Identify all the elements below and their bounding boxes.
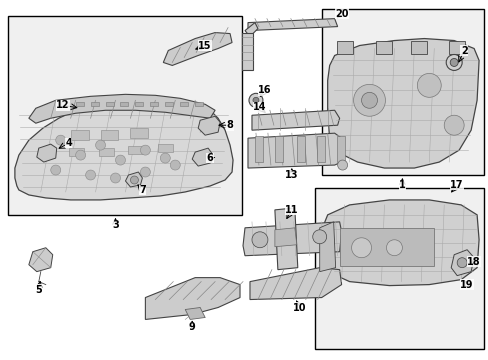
Bar	[135, 102, 143, 106]
Polygon shape	[29, 94, 215, 123]
Circle shape	[456, 258, 466, 268]
Circle shape	[76, 150, 85, 160]
Polygon shape	[185, 307, 205, 319]
Text: 14: 14	[253, 102, 266, 112]
Polygon shape	[15, 100, 233, 200]
Bar	[130, 128, 148, 138]
Bar	[316, 136, 324, 162]
Polygon shape	[198, 116, 220, 135]
Bar	[120, 102, 128, 106]
Polygon shape	[274, 228, 296, 247]
Bar	[180, 102, 188, 106]
Text: 20: 20	[334, 9, 347, 19]
Polygon shape	[321, 200, 478, 285]
Circle shape	[140, 145, 150, 155]
Circle shape	[251, 232, 267, 248]
Circle shape	[51, 165, 61, 175]
Bar	[105, 102, 113, 106]
Polygon shape	[450, 250, 473, 276]
Circle shape	[56, 135, 65, 145]
Bar	[128, 146, 143, 154]
Circle shape	[248, 93, 263, 107]
Bar	[195, 102, 203, 106]
Bar	[321, 9, 483, 175]
Circle shape	[130, 176, 138, 184]
Polygon shape	[247, 133, 341, 168]
Text: 2: 2	[460, 45, 467, 55]
Polygon shape	[247, 19, 337, 31]
Bar	[99, 148, 113, 156]
Text: 1: 1	[398, 180, 405, 190]
Bar	[90, 102, 99, 106]
Bar	[61, 102, 68, 106]
Text: 17: 17	[449, 180, 463, 190]
Text: 13: 13	[285, 170, 298, 180]
Bar	[71, 130, 88, 140]
Circle shape	[170, 160, 180, 170]
Circle shape	[386, 240, 402, 256]
Circle shape	[160, 153, 170, 163]
Text: 16: 16	[258, 85, 271, 95]
Bar	[314, 188, 483, 349]
Text: 5: 5	[35, 284, 42, 294]
Bar	[336, 41, 352, 54]
Polygon shape	[163, 32, 232, 66]
Bar	[158, 144, 173, 152]
Circle shape	[446, 54, 461, 71]
Circle shape	[353, 84, 385, 116]
Polygon shape	[242, 32, 252, 71]
Bar	[150, 102, 158, 106]
Polygon shape	[192, 148, 213, 166]
Text: 11: 11	[285, 205, 298, 215]
Polygon shape	[243, 222, 341, 256]
Bar	[274, 136, 282, 162]
Text: 15: 15	[198, 41, 211, 50]
Bar	[376, 41, 392, 54]
Bar	[76, 102, 83, 106]
Circle shape	[416, 73, 440, 97]
Text: 18: 18	[467, 257, 480, 267]
Bar	[8, 15, 242, 215]
Bar	[254, 136, 263, 162]
Polygon shape	[125, 172, 142, 187]
Bar	[339, 228, 433, 266]
Circle shape	[110, 173, 120, 183]
Text: 6: 6	[206, 153, 213, 163]
Circle shape	[449, 58, 457, 67]
Text: 3: 3	[112, 220, 119, 230]
Polygon shape	[29, 248, 53, 272]
Circle shape	[337, 160, 347, 170]
Bar	[68, 148, 83, 156]
Polygon shape	[249, 268, 341, 300]
Circle shape	[252, 97, 259, 103]
Polygon shape	[244, 23, 258, 37]
Bar	[165, 102, 173, 106]
Bar	[410, 41, 427, 54]
Text: 9: 9	[188, 323, 195, 332]
Text: 10: 10	[292, 302, 306, 312]
Bar	[448, 41, 464, 54]
Polygon shape	[274, 208, 297, 270]
Polygon shape	[251, 110, 339, 130]
Circle shape	[115, 155, 125, 165]
Bar	[336, 136, 344, 162]
Text: 4: 4	[65, 138, 72, 148]
Polygon shape	[37, 144, 57, 162]
Text: 8: 8	[226, 120, 233, 130]
Circle shape	[85, 170, 95, 180]
Bar	[296, 136, 304, 162]
Circle shape	[443, 115, 463, 135]
Polygon shape	[327, 39, 478, 168]
Circle shape	[95, 140, 105, 150]
Circle shape	[361, 92, 377, 108]
Circle shape	[351, 238, 371, 258]
Text: 12: 12	[56, 100, 69, 110]
Circle shape	[140, 167, 150, 177]
Bar	[101, 130, 118, 140]
Polygon shape	[145, 278, 240, 319]
Text: 19: 19	[459, 280, 473, 289]
Text: 7: 7	[139, 185, 145, 195]
Circle shape	[312, 230, 326, 244]
Polygon shape	[319, 222, 335, 272]
